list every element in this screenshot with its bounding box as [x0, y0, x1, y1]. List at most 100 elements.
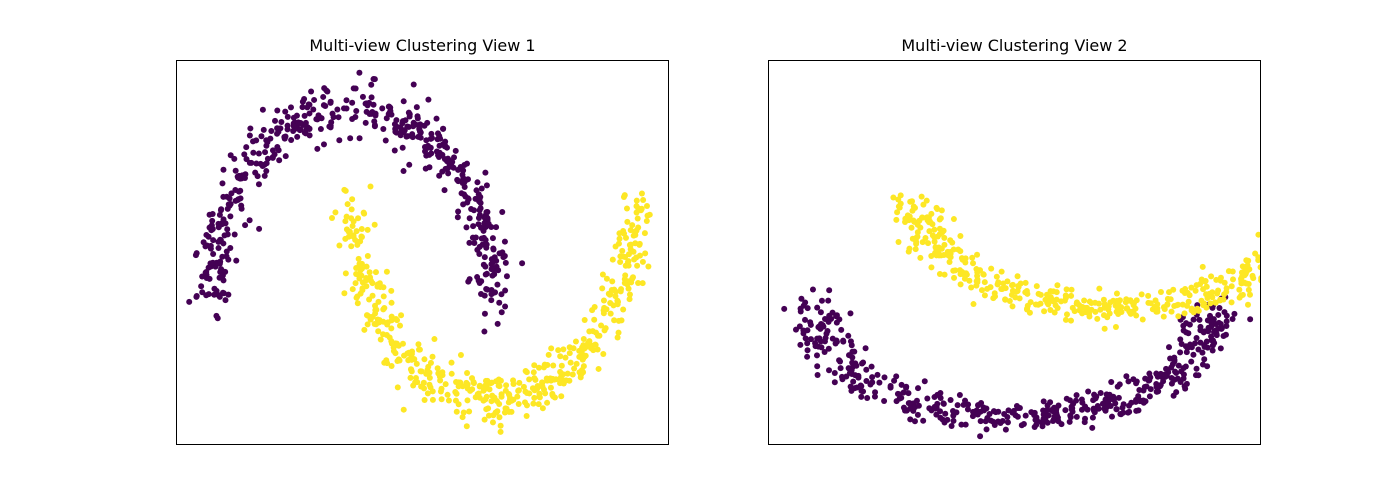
data-point — [284, 122, 291, 129]
data-point — [639, 258, 646, 265]
data-point — [438, 396, 445, 403]
data-point — [253, 137, 260, 144]
data-point — [1133, 407, 1140, 414]
data-point — [911, 218, 918, 225]
data-point — [1181, 383, 1188, 390]
data-point — [198, 283, 205, 290]
data-point — [902, 215, 909, 222]
data-point — [969, 254, 976, 261]
data-point — [274, 107, 281, 114]
data-point — [1208, 273, 1215, 280]
data-point — [348, 243, 355, 250]
axes-frame — [176, 60, 669, 445]
data-point — [494, 320, 501, 327]
data-point — [1208, 324, 1214, 330]
data-point — [380, 306, 387, 313]
data-point — [259, 106, 266, 113]
data-point — [1002, 426, 1009, 433]
data-point — [905, 390, 912, 397]
data-point — [398, 127, 405, 134]
data-point — [1209, 294, 1216, 301]
data-point — [1073, 397, 1080, 404]
data-point — [1050, 288, 1057, 295]
data-point — [941, 234, 948, 241]
data-point — [591, 303, 598, 310]
data-point — [225, 256, 232, 263]
data-point — [357, 290, 364, 297]
data-point — [441, 143, 448, 150]
data-point — [386, 334, 393, 341]
data-point — [241, 174, 248, 181]
data-point — [781, 305, 788, 312]
data-point — [358, 272, 365, 279]
data-point — [563, 377, 570, 384]
series-cluster_1 — [329, 183, 653, 435]
data-point — [1040, 398, 1047, 405]
data-point — [1058, 298, 1065, 305]
data-point — [545, 351, 552, 358]
data-point — [623, 205, 630, 212]
data-point — [543, 375, 550, 382]
data-point — [813, 352, 820, 359]
data-point — [282, 153, 289, 160]
data-point — [393, 117, 400, 124]
data-point — [1047, 306, 1054, 313]
data-point — [535, 364, 542, 371]
data-point — [1006, 297, 1013, 304]
data-point — [225, 201, 232, 208]
data-point — [497, 428, 504, 435]
data-point — [213, 287, 220, 294]
data-point — [898, 381, 905, 388]
data-point — [1000, 280, 1007, 287]
data-point — [372, 269, 379, 276]
data-point — [347, 135, 354, 142]
data-point — [615, 329, 622, 336]
data-point — [1067, 317, 1074, 324]
data-point — [607, 310, 614, 317]
data-point — [1196, 316, 1203, 323]
data-point — [299, 104, 306, 111]
data-point — [934, 206, 941, 213]
data-point — [482, 396, 489, 403]
data-point — [383, 268, 390, 275]
data-point — [1249, 272, 1256, 279]
data-point — [1215, 311, 1222, 318]
data-point — [622, 234, 629, 241]
data-point — [1172, 368, 1179, 375]
data-point — [1139, 316, 1146, 323]
data-point — [572, 338, 579, 345]
data-point — [569, 371, 576, 378]
data-point — [416, 125, 423, 132]
data-point — [961, 272, 968, 279]
data-point — [433, 115, 440, 122]
data-point — [1140, 399, 1147, 406]
data-point — [1193, 282, 1200, 289]
series-cluster_0 — [781, 286, 1254, 440]
data-point — [429, 396, 436, 403]
data-point — [356, 69, 363, 76]
data-point — [515, 387, 522, 394]
data-point — [1004, 419, 1011, 426]
data-point — [1243, 257, 1250, 264]
data-point — [206, 275, 213, 282]
data-point — [1185, 330, 1192, 337]
data-point — [962, 397, 969, 404]
data-point — [264, 139, 271, 146]
chart-title-view-1: Multi-view Clustering View 1 — [309, 36, 536, 55]
data-point — [241, 151, 248, 158]
data-point — [1153, 383, 1160, 390]
data-point — [1128, 399, 1135, 406]
data-point — [1017, 280, 1024, 287]
data-point — [1053, 412, 1060, 419]
data-point — [1044, 402, 1051, 409]
data-point — [634, 215, 641, 222]
data-point — [417, 368, 424, 375]
data-point — [1043, 407, 1050, 414]
data-point — [489, 419, 496, 426]
data-point — [814, 372, 821, 379]
data-point — [849, 359, 856, 366]
data-point — [633, 203, 640, 210]
data-point — [625, 262, 632, 269]
data-point — [1190, 316, 1197, 323]
data-point — [954, 402, 961, 409]
